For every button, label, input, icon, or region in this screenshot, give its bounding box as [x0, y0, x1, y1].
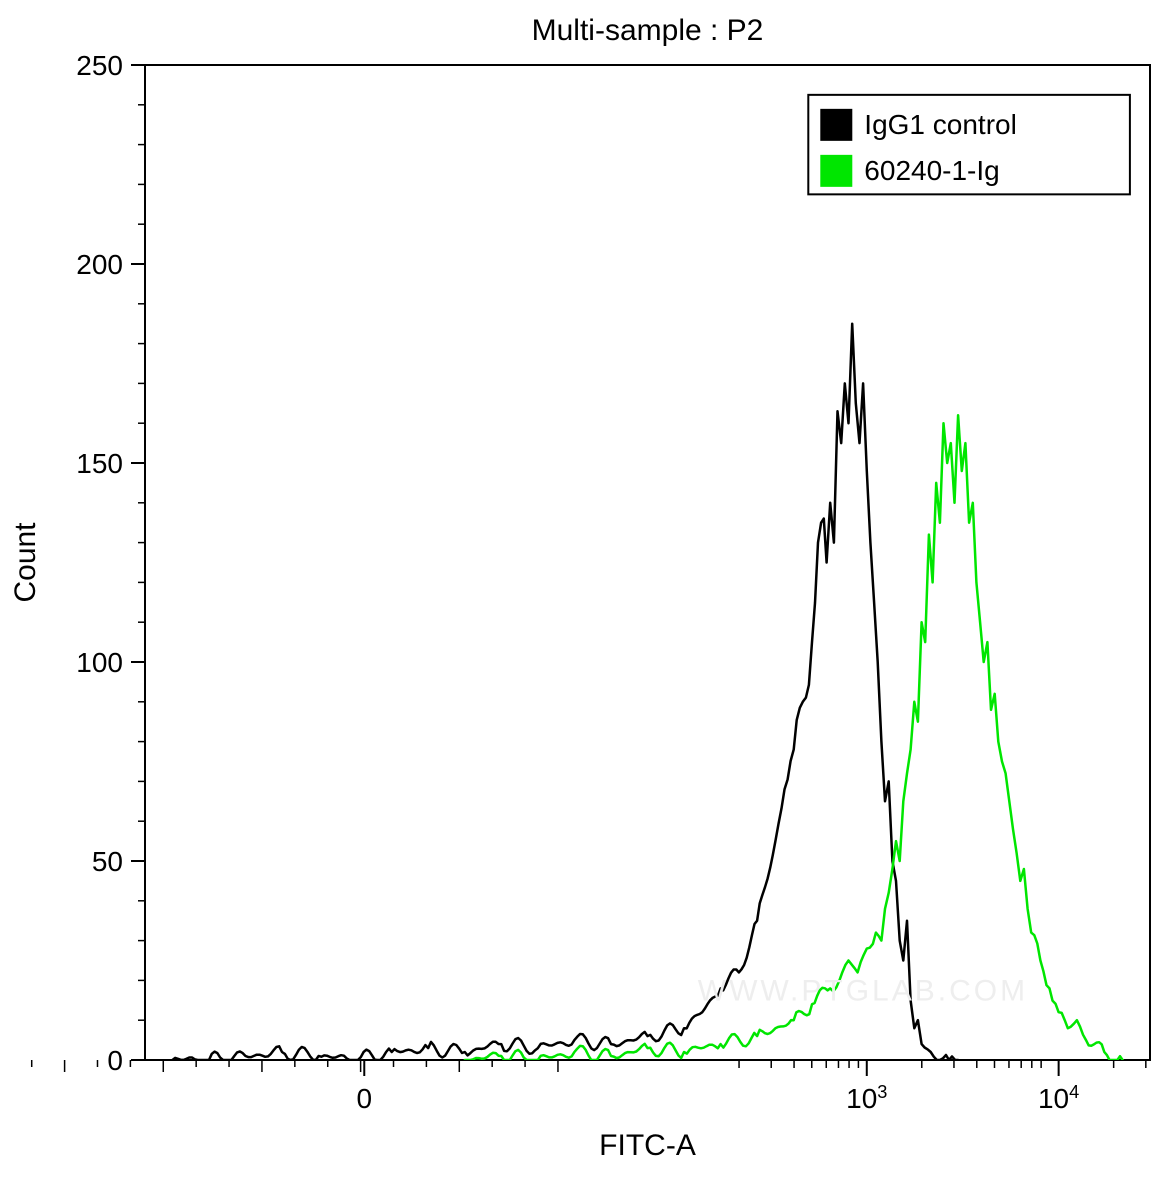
x-tick-label: 104 [1038, 1082, 1079, 1114]
y-axis-label: Count [9, 522, 42, 603]
x-tick-label: 103 [846, 1082, 887, 1114]
y-tick-label: 150 [76, 448, 123, 479]
x-axis-label: FITC-A [599, 1129, 696, 1162]
y-tick-label: 100 [76, 647, 123, 678]
y-tick-label: 0 [107, 1045, 123, 1076]
plot-area [145, 65, 1150, 1060]
chart-container: Multi-sample : P2 0 50 100 150 200 250 Count 0 10… [0, 0, 1168, 1187]
x-tick-label: 0 [356, 1083, 372, 1114]
y-tick-label: 200 [76, 249, 123, 280]
legend-label: 60240-1-Ig [864, 155, 999, 186]
y-tick-label: 50 [92, 846, 123, 877]
watermark: WWW.PTGLAB.COM [698, 974, 1028, 1007]
legend-swatch [820, 109, 852, 141]
legend-label: IgG1 control [864, 109, 1017, 140]
chart-title: Multi-sample : P2 [532, 14, 764, 47]
legend-swatch [820, 155, 852, 187]
y-tick-label: 250 [76, 50, 123, 81]
flow-cytometry-histogram: Multi-sample : P2 0 50 100 150 200 250 Count 0 10… [0, 0, 1168, 1187]
